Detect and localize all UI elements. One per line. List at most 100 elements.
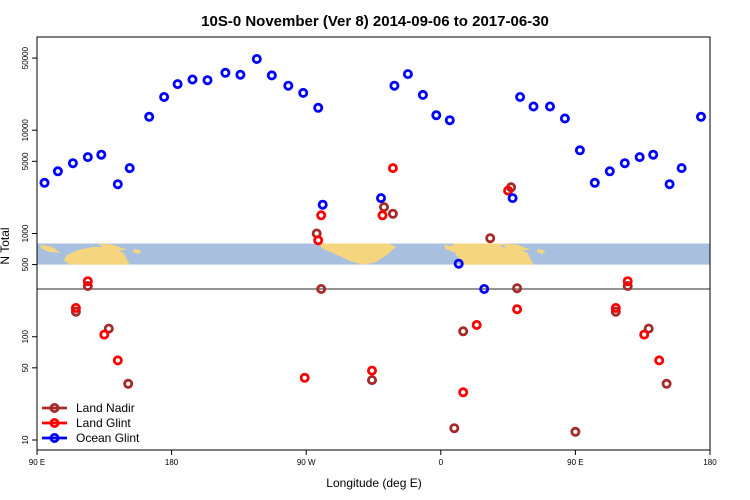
data-point xyxy=(387,163,398,174)
x-tick-label: 90 E xyxy=(29,458,45,467)
data-point xyxy=(676,163,687,174)
data-point xyxy=(313,235,324,246)
x-tick-label: 90 W xyxy=(297,458,316,467)
data-point xyxy=(512,304,523,315)
data-point xyxy=(648,149,659,160)
x-axis: 90 E 180 90 W 0 90 E 180 xyxy=(29,450,717,467)
data-point xyxy=(39,177,50,188)
series-ocean-glint xyxy=(39,54,710,294)
legend-item: Ocean Glint xyxy=(42,431,140,445)
data-point xyxy=(82,280,93,291)
data-point xyxy=(82,152,93,163)
legend-item: Land Nadir xyxy=(42,401,135,415)
data-point xyxy=(103,323,114,334)
y-tick-label: 500 xyxy=(21,257,30,271)
data-point xyxy=(375,193,386,204)
chart-title: 10S-0 November (Ver 8) 2014-09-06 to 201… xyxy=(201,13,549,30)
data-point xyxy=(251,54,262,65)
data-point xyxy=(589,177,600,188)
x-tick-label: 90 E xyxy=(567,458,583,467)
y-tick-label: 100 xyxy=(21,330,30,344)
series-land-nadir xyxy=(70,182,672,437)
data-point xyxy=(570,426,581,437)
data-point xyxy=(366,375,377,386)
data-point xyxy=(431,110,442,121)
data-point xyxy=(112,179,123,190)
landmass-indonesia-0 xyxy=(40,244,61,253)
data-point xyxy=(507,193,518,204)
data-point xyxy=(639,329,650,340)
data-point xyxy=(479,283,490,294)
data-point xyxy=(485,233,496,244)
data-point xyxy=(70,306,81,317)
landmass-africa xyxy=(452,243,504,265)
data-point xyxy=(159,92,170,103)
landmass-south-america xyxy=(319,243,396,265)
data-point xyxy=(266,70,277,81)
y-tick-label: 1000 xyxy=(21,224,30,242)
legend-item: Land Glint xyxy=(42,416,131,430)
series-land-glint xyxy=(70,163,665,398)
legend-marker xyxy=(49,417,60,428)
x-axis-title: Longitude (deg E) xyxy=(326,476,421,490)
data-point xyxy=(458,387,469,398)
data-points xyxy=(39,54,710,437)
data-point xyxy=(661,378,672,389)
data-point xyxy=(298,87,309,98)
data-point xyxy=(696,111,707,122)
data-point xyxy=(574,145,585,156)
data-point xyxy=(378,202,389,213)
data-point xyxy=(67,158,78,169)
x-tick-label: 180 xyxy=(703,458,717,467)
data-point xyxy=(643,323,654,334)
data-point xyxy=(124,163,135,174)
y-axis-title: N Total xyxy=(0,227,12,264)
data-point xyxy=(313,102,324,113)
legend-marker xyxy=(49,432,60,443)
data-point xyxy=(622,276,633,287)
legend-label: Ocean Glint xyxy=(76,431,140,445)
data-point xyxy=(444,115,455,126)
data-point xyxy=(112,355,123,366)
data-point xyxy=(545,101,556,112)
data-point xyxy=(123,378,134,389)
data-point xyxy=(316,210,327,221)
data-point xyxy=(417,89,428,100)
data-point xyxy=(458,326,469,337)
data-point xyxy=(654,355,665,366)
data-point xyxy=(610,306,621,317)
data-point xyxy=(619,158,630,169)
data-point xyxy=(377,210,388,221)
y-tick-label: 50 xyxy=(21,363,30,372)
data-point xyxy=(622,280,633,291)
landmass-australia-0 xyxy=(63,246,130,265)
data-point xyxy=(515,92,526,103)
y-tick-label: 5000 xyxy=(21,152,30,170)
data-point xyxy=(528,101,539,112)
data-point xyxy=(283,80,294,91)
x-tick-label: 0 xyxy=(439,458,444,467)
landmass-newguinea-0 xyxy=(98,243,127,251)
landmass-islands-1 xyxy=(536,248,546,254)
data-point xyxy=(317,199,328,210)
data-point xyxy=(235,69,246,80)
data-point xyxy=(387,208,398,219)
x-tick-label: 180 xyxy=(165,458,179,467)
data-point xyxy=(449,423,460,434)
data-point xyxy=(634,152,645,163)
data-point xyxy=(82,276,93,287)
data-point xyxy=(503,185,514,196)
landmass-madagascar xyxy=(503,253,513,263)
data-point xyxy=(402,69,413,80)
data-point xyxy=(471,319,482,330)
data-point xyxy=(512,283,523,294)
data-point xyxy=(709,98,710,103)
data-point xyxy=(664,179,675,190)
data-point xyxy=(96,149,107,160)
data-point xyxy=(366,365,377,376)
legend-label: Land Glint xyxy=(76,416,131,430)
data-point xyxy=(610,302,621,313)
data-point xyxy=(559,113,570,124)
